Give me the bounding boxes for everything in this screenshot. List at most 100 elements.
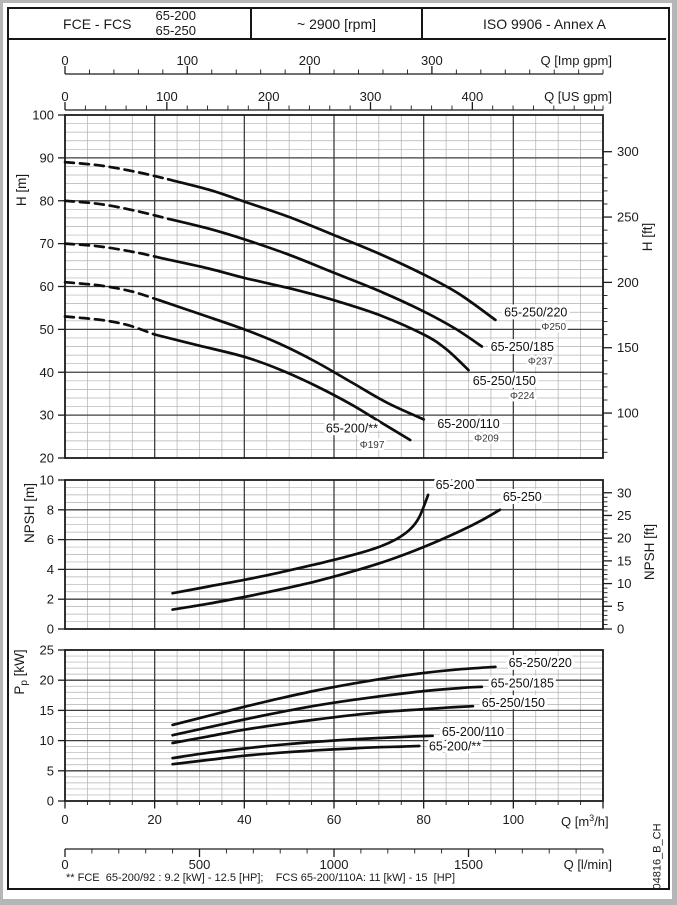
- header-cell-standard: ISO 9906 - Annex A: [423, 9, 666, 38]
- scale-tick-label: 0: [61, 53, 68, 68]
- y-tick-label: 60: [40, 279, 54, 294]
- curve-label: 65-200/110: [437, 417, 499, 431]
- y-axis-title-main: P: [12, 686, 27, 695]
- curve-65-250/150: [162, 257, 470, 372]
- y-tick-label: 40: [40, 365, 54, 380]
- impeller-trim-label: Φ209: [474, 434, 499, 445]
- header-cell-speed: ~ 2900 [rpm]: [252, 9, 423, 38]
- curve-65-250/220: [166, 177, 497, 322]
- impeller-trim-label: Φ224: [510, 391, 535, 402]
- curve-label: 65-200/**: [429, 739, 481, 753]
- x-axis-title-post: /h]: [594, 814, 608, 829]
- right-tick-label: 5: [617, 599, 624, 614]
- y-tick-label: 80: [40, 193, 54, 208]
- doc-code: 04816_B_CH: [651, 823, 664, 890]
- scale-tick-label: 100: [156, 89, 178, 104]
- header-cell-series: FCE - FCS 65-200 65-250: [9, 8, 252, 38]
- right-axis-title: H [ft]: [640, 223, 655, 252]
- y-axis-title: Pp [kW]: [12, 649, 30, 694]
- y-tick-label: 6: [47, 532, 54, 547]
- right-tick-label: 30: [617, 485, 631, 500]
- scan-edge-left: [0, 0, 3, 905]
- curve-dashed-65-250/150: [63, 242, 165, 260]
- impeller-trim-label: Φ250: [541, 322, 566, 333]
- right-tick-label: 250: [617, 210, 639, 225]
- y-tick-label: 50: [40, 322, 54, 337]
- scale-tick-label: 300: [421, 53, 443, 68]
- scale-tick-label: 200: [299, 53, 321, 68]
- grid: [65, 650, 603, 801]
- pump-models: 65-200 65-250: [155, 8, 195, 38]
- curve-65-250: [171, 508, 502, 611]
- curve-label: 65-250/150: [473, 374, 536, 388]
- impeller-trim-label: Φ237: [528, 357, 553, 368]
- right-tick-label: 20: [617, 531, 631, 546]
- x-tick-label: 40: [237, 812, 251, 827]
- page-border: [7, 7, 670, 890]
- scan-edge-bottom: [0, 899, 677, 905]
- y-tick-label: 20: [40, 673, 54, 688]
- plot-frame: [64, 479, 604, 630]
- curve-label: 65-250: [503, 490, 542, 504]
- curve-dashed-65-250/220: [63, 160, 170, 181]
- right-tick-label: 300: [617, 144, 639, 159]
- speed-label: ~ 2900 [rpm]: [297, 15, 376, 32]
- scan-edge-top: [0, 0, 677, 3]
- curve-65-200: [171, 493, 430, 595]
- scale-tick-label: 400: [461, 89, 483, 104]
- right-tick-label: 10: [617, 576, 631, 591]
- x-axis-title-pre: Q [m: [561, 814, 589, 829]
- grid: [65, 115, 603, 458]
- curve-65-250/150: [171, 704, 475, 745]
- y-tick-label: 30: [40, 408, 54, 423]
- curve-label: 65-200/110: [442, 725, 504, 739]
- right-tick-label: 25: [617, 508, 631, 523]
- y-tick-label: 70: [40, 236, 54, 251]
- curves: 65-200 65-250: [171, 475, 545, 611]
- footnote: ** FCE 65-200/92 : 9.2 [kW] - 12.5 [HP];…: [66, 872, 456, 884]
- chart-head: 20 30 40 50 60 70 80 90 100 H [m] 100 150 200 250 300 H…: [14, 108, 655, 466]
- curve-label: 65-250/220: [504, 306, 567, 320]
- y-tick-label: 2: [47, 592, 54, 607]
- curve-65-250/185: [171, 685, 484, 737]
- flow-scale-imp-gpm: 0 100 200 300 Q [Imp gpm]: [61, 53, 612, 75]
- y-axis-title-sub: p: [19, 680, 30, 686]
- x-tick-label: 0: [61, 812, 68, 827]
- scale-tick-label: 300: [360, 89, 382, 104]
- scale-unit-label: Q [US gpm]: [544, 89, 612, 104]
- y-tick-label: 25: [40, 643, 54, 658]
- x-tick-label: 60: [327, 812, 341, 827]
- right-tick-label: 0: [617, 622, 624, 637]
- scale-tick-label: 500: [189, 857, 211, 872]
- curve-65-200/110: [157, 298, 426, 421]
- curve-label: 65-250/185: [491, 340, 554, 354]
- y-tick-label: 100: [32, 108, 54, 123]
- pump-series-label: FCE - FCS: [63, 15, 132, 32]
- right-tick-label: 200: [617, 275, 639, 290]
- y-tick-label: 10: [40, 733, 54, 748]
- header-bar: FCE - FCS 65-200 65-250 ~ 2900 [rpm] ISO…: [9, 8, 666, 40]
- y-tick-label: 0: [47, 794, 54, 809]
- x-tick-label: 100: [502, 812, 524, 827]
- flow-scale-us-gpm: 0 100 200 300 400 Q [US gpm]: [61, 89, 612, 111]
- curve-65-200/**: [171, 744, 421, 766]
- y-tick-label: 15: [40, 703, 54, 718]
- curve-65-250/220: [171, 665, 497, 727]
- flow-scale-l-min: 0 500 1000 1500 Q [l/min]: [61, 848, 612, 872]
- y-tick-label: 5: [47, 763, 54, 778]
- scale-tick-label: 0: [61, 857, 68, 872]
- x-axis-title: Q [m3/h]: [561, 813, 609, 829]
- y-tick-label: 90: [40, 150, 54, 165]
- curve-label: 65-250/185: [491, 676, 554, 690]
- curve-label: 65-200: [436, 478, 475, 492]
- x-axis-title-sup: 3: [589, 813, 594, 823]
- y-tick-label: 8: [47, 502, 54, 517]
- curve-label: 65-250/220: [509, 656, 572, 670]
- curve-65-200/110: [171, 734, 434, 760]
- curve-65-250/185: [166, 217, 484, 348]
- scale-unit-label: Q [l/min]: [564, 857, 612, 872]
- scale-tick-label: 1500: [454, 857, 483, 872]
- x-tick-label: 20: [147, 812, 161, 827]
